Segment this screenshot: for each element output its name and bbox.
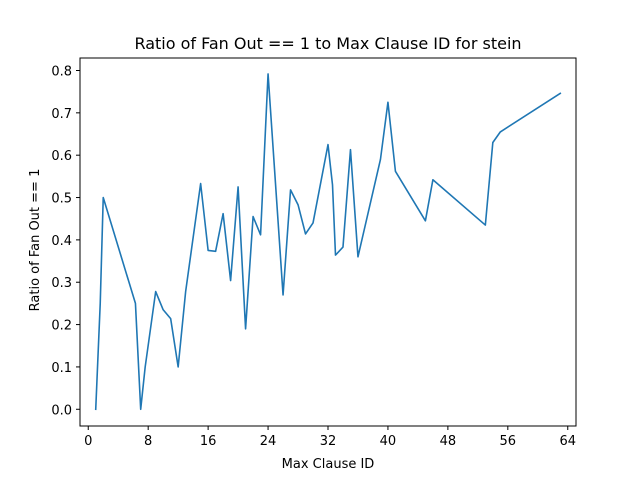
y-tick-label-3: 0.3 [51, 276, 72, 291]
y-tick-label-7: 0.7 [51, 107, 72, 122]
y-tick-label-5: 0.5 [51, 192, 72, 207]
x-tick-label-40: 40 [380, 434, 397, 449]
y-tick-label-6: 0.6 [51, 149, 72, 164]
x-tick-label-56: 56 [500, 434, 517, 449]
x-tick-label-16: 16 [200, 434, 217, 449]
y-tick-label-0: 0.0 [51, 403, 72, 418]
x-tick-label-48: 48 [440, 434, 457, 449]
x-tick-label-64: 64 [559, 434, 576, 449]
y-tick-label-8: 0.8 [51, 64, 72, 79]
y-tick-label-4: 0.4 [51, 234, 72, 249]
x-axis-label: Max Clause ID [282, 457, 375, 472]
x-tick-label-8: 8 [144, 434, 152, 449]
plot-area: 0 8 16 24 32 40 48 56 64 0.0 0.1 0.2 0.3 0.4 0.5 0.6 0.7… [51, 57, 577, 449]
x-tick-label-32: 32 [320, 434, 337, 449]
x-tick-label-0: 0 [84, 434, 92, 449]
x-tick-label-24: 24 [260, 434, 277, 449]
y-tick-label-2: 0.2 [51, 319, 72, 334]
y-tick-label-1: 0.1 [51, 361, 72, 376]
chart-title: Ratio of Fan Out == 1 to Max Clause ID f… [134, 34, 521, 53]
y-axis-label: Ratio of Fan Out == 1 [28, 169, 43, 312]
series-line-0 [94, 73, 562, 411]
